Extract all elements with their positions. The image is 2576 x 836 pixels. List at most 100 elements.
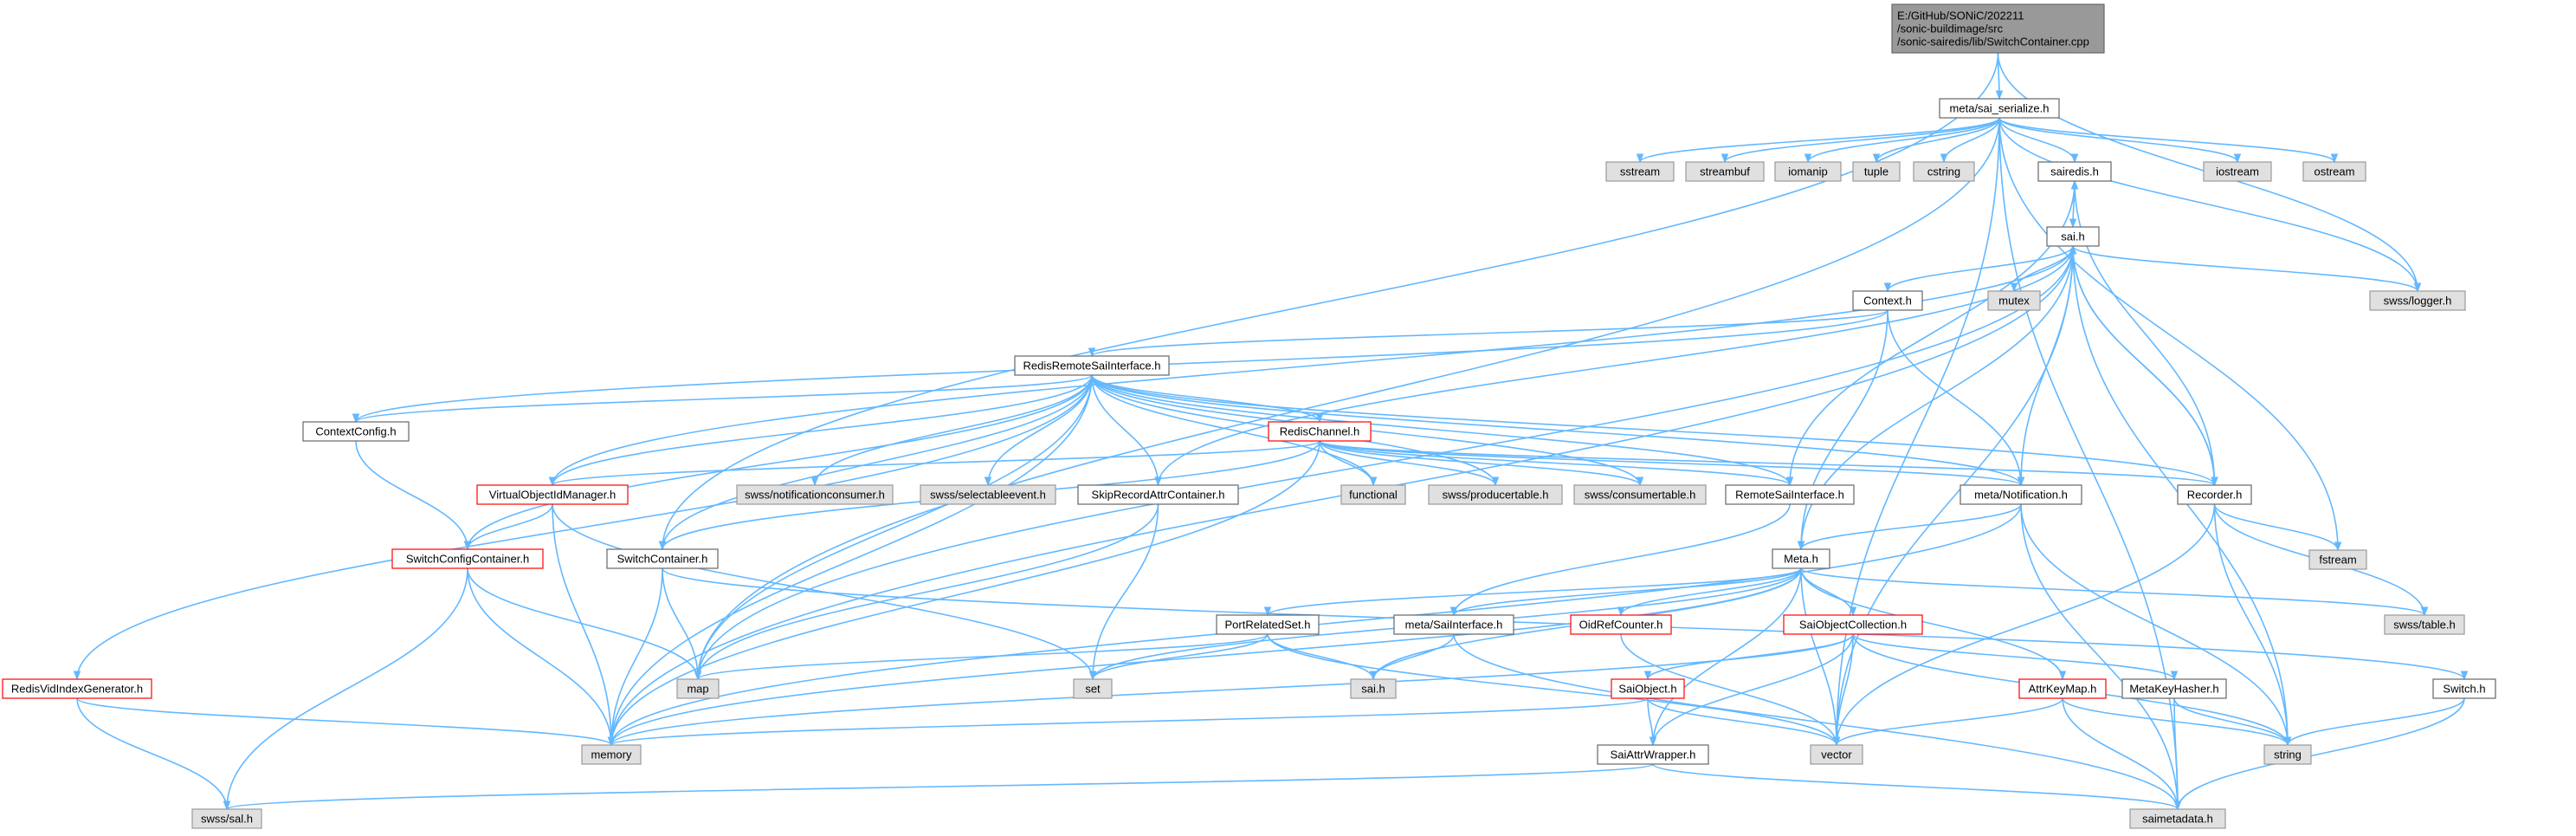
node-fstream[interactable]: fstream — [2308, 549, 2367, 570]
node-virtual-oid-mgr[interactable]: VirtualObjectIdManager.h — [476, 484, 629, 505]
node-map[interactable]: map — [676, 678, 720, 699]
node-sai-attr-wrapper[interactable]: SaiAttrWrapper.h — [1597, 744, 1709, 765]
edge-arrowhead — [2069, 244, 2077, 255]
node-set[interactable]: set — [1073, 678, 1113, 699]
edge-redis-remote-to-switch-container — [662, 374, 1093, 550]
edge-arrowhead — [73, 671, 81, 681]
edge-meta-key-hasher-to-string — [2173, 697, 2289, 746]
edge-arrowhead — [2334, 541, 2342, 552]
node-meta-h[interactable]: Meta.h — [1772, 548, 1830, 569]
edge-arrowhead — [1995, 90, 2004, 100]
node-sstream[interactable]: sstream — [1605, 161, 1675, 182]
node-tuple[interactable]: tuple — [1852, 161, 1901, 182]
node-box — [1073, 678, 1113, 699]
edge-redis-channel-to-remote-sai — [1319, 440, 1791, 486]
node-attr-key-map[interactable]: AttrKeyMap.h — [2018, 678, 2107, 699]
edge-meta-notification-to-string — [2020, 503, 2289, 746]
edge-virtual-oid-mgr-to-memory — [552, 503, 612, 746]
edge-sai-h-to-vector — [1836, 245, 2074, 746]
node-meta-key-hasher[interactable]: MetaKeyHasher.h — [2121, 678, 2227, 699]
node-box — [2121, 678, 2227, 699]
node-string[interactable]: string — [2263, 744, 2312, 765]
node-label: ContextConfig.h — [315, 425, 396, 438]
node-box — [1340, 484, 1406, 505]
node-root[interactable]: E:/GitHub/SONiC/202211/sonic-buildimage/… — [1891, 3, 2105, 54]
node-port-related[interactable]: PortRelatedSet.h — [1216, 614, 1320, 635]
node-swss-sal[interactable]: swss/sal.h — [191, 808, 262, 829]
node-box — [476, 484, 629, 505]
edge-redis-channel-to-recorder-h — [1319, 440, 2216, 486]
node-sai-h[interactable]: sai.h — [2046, 226, 2100, 247]
node-meta-sai-interface[interactable]: meta/SaiInterface.h — [1393, 614, 1514, 635]
node-swss-logger[interactable]: swss/logger.h — [2369, 290, 2466, 311]
node-label: MetaKeyHasher.h — [2129, 683, 2218, 696]
node-switch-h[interactable]: Switch.h — [2432, 678, 2496, 699]
node-sai-object-collection[interactable]: SaiObjectCollection.h — [1783, 614, 1923, 635]
node-sairedis-h[interactable]: sairedis.h — [2037, 161, 2112, 182]
node-box — [1570, 614, 1672, 635]
node-recorder-h[interactable]: Recorder.h — [2177, 484, 2252, 505]
edge-meta-h-to-oid-ref-counter — [1620, 567, 1802, 616]
edge-arrowhead — [1804, 153, 1812, 164]
edge-meta-h-to-vector — [1800, 567, 1837, 746]
node-swss-notif-consumer[interactable]: swss/notificationconsumer.h — [736, 484, 894, 505]
nodes-layer: E:/GitHub/SONiC/202211/sonic-buildimage/… — [2, 3, 2496, 829]
node-label: RedisVidIndexGenerator.h — [11, 683, 143, 696]
edge-recorder-h-to-fstream — [2213, 503, 2339, 551]
node-redis-channel[interactable]: RedisChannel.h — [1268, 421, 1372, 442]
node-oid-ref-counter[interactable]: OidRefCounter.h — [1570, 614, 1672, 635]
node-meta-sai-serialize[interactable]: meta/sai_serialize.h — [1939, 98, 2060, 119]
node-ostream[interactable]: ostream — [2302, 161, 2366, 182]
node-box — [2369, 290, 2466, 311]
edge-arrowhead — [2233, 153, 2242, 164]
node-context-config[interactable]: ContextConfig.h — [302, 421, 410, 442]
node-box — [1393, 614, 1514, 635]
node-context-h[interactable]: Context.h — [1852, 290, 1923, 311]
node-streambuf[interactable]: streambuf — [1685, 161, 1765, 182]
node-functional[interactable]: functional — [1340, 484, 1406, 505]
node-box — [1605, 161, 1675, 182]
node-box — [2, 678, 152, 699]
node-skip-record[interactable]: SkipRecordAttrContainer.h — [1077, 484, 1239, 505]
node-box — [191, 808, 262, 829]
node-label: /sonic-buildimage/src — [1897, 23, 2004, 36]
edge-meta-h-to-port-related — [1267, 567, 1802, 616]
edge-attr-key-map-to-vector — [1836, 697, 2063, 746]
node-redis-vid-index[interactable]: RedisVidIndexGenerator.h — [2, 678, 152, 699]
node-box — [1685, 161, 1765, 182]
node-label: iomanip — [1788, 165, 1828, 178]
node-memory[interactable]: memory — [581, 744, 642, 765]
edge-redis-remote-to-redis-channel — [1091, 374, 1320, 423]
node-box — [2302, 161, 2366, 182]
edge-skip-record-to-map — [697, 503, 1159, 680]
node-box — [581, 744, 642, 765]
node-sai-object[interactable]: SaiObject.h — [1611, 678, 1685, 699]
edge-skip-record-to-set — [1092, 503, 1159, 680]
node-sai-h2[interactable]: sai.h — [1350, 678, 1397, 699]
node-swss-table[interactable]: swss/table.h — [2384, 614, 2465, 635]
node-label: SaiAttrWrapper.h — [1611, 749, 1696, 761]
node-saimetadata[interactable]: saimetadata.h — [2129, 808, 2226, 829]
node-label: tuple — [1864, 165, 1888, 178]
node-label: SwitchContainer.h — [617, 553, 708, 566]
node-swss-selectable[interactable]: swss/selectableevent.h — [920, 484, 1056, 505]
node-iomanip[interactable]: iomanip — [1774, 161, 1842, 182]
edge-arrowhead — [810, 476, 819, 487]
edge-recorder-h-to-vector — [1836, 503, 2216, 746]
node-swss-producertable[interactable]: swss/producertable.h — [1428, 484, 1563, 505]
node-vector[interactable]: vector — [1810, 744, 1863, 765]
node-swss-consumertable[interactable]: swss/consumertable.h — [1573, 484, 1707, 505]
edge-redis-remote-to-meta-notification — [1091, 374, 2022, 486]
node-box — [1428, 484, 1563, 505]
node-mutex[interactable]: mutex — [1987, 290, 2041, 311]
node-box — [2037, 161, 2112, 182]
node-remote-sai[interactable]: RemoteSaiInterface.h — [1725, 484, 1855, 505]
node-cstring[interactable]: cstring — [1913, 161, 1975, 182]
node-switch-container[interactable]: SwitchContainer.h — [606, 548, 719, 569]
node-meta-notification[interactable]: meta/Notification.h — [1959, 484, 2082, 505]
node-label: sstream — [1620, 165, 1660, 178]
node-redis-remote[interactable]: RedisRemoteSaiInterface.h — [1014, 355, 1170, 376]
edge-arrowhead — [2330, 153, 2339, 164]
node-iostream[interactable]: iostream — [2203, 161, 2272, 182]
node-switch-config-container[interactable]: SwitchConfigContainer.h — [391, 548, 544, 569]
